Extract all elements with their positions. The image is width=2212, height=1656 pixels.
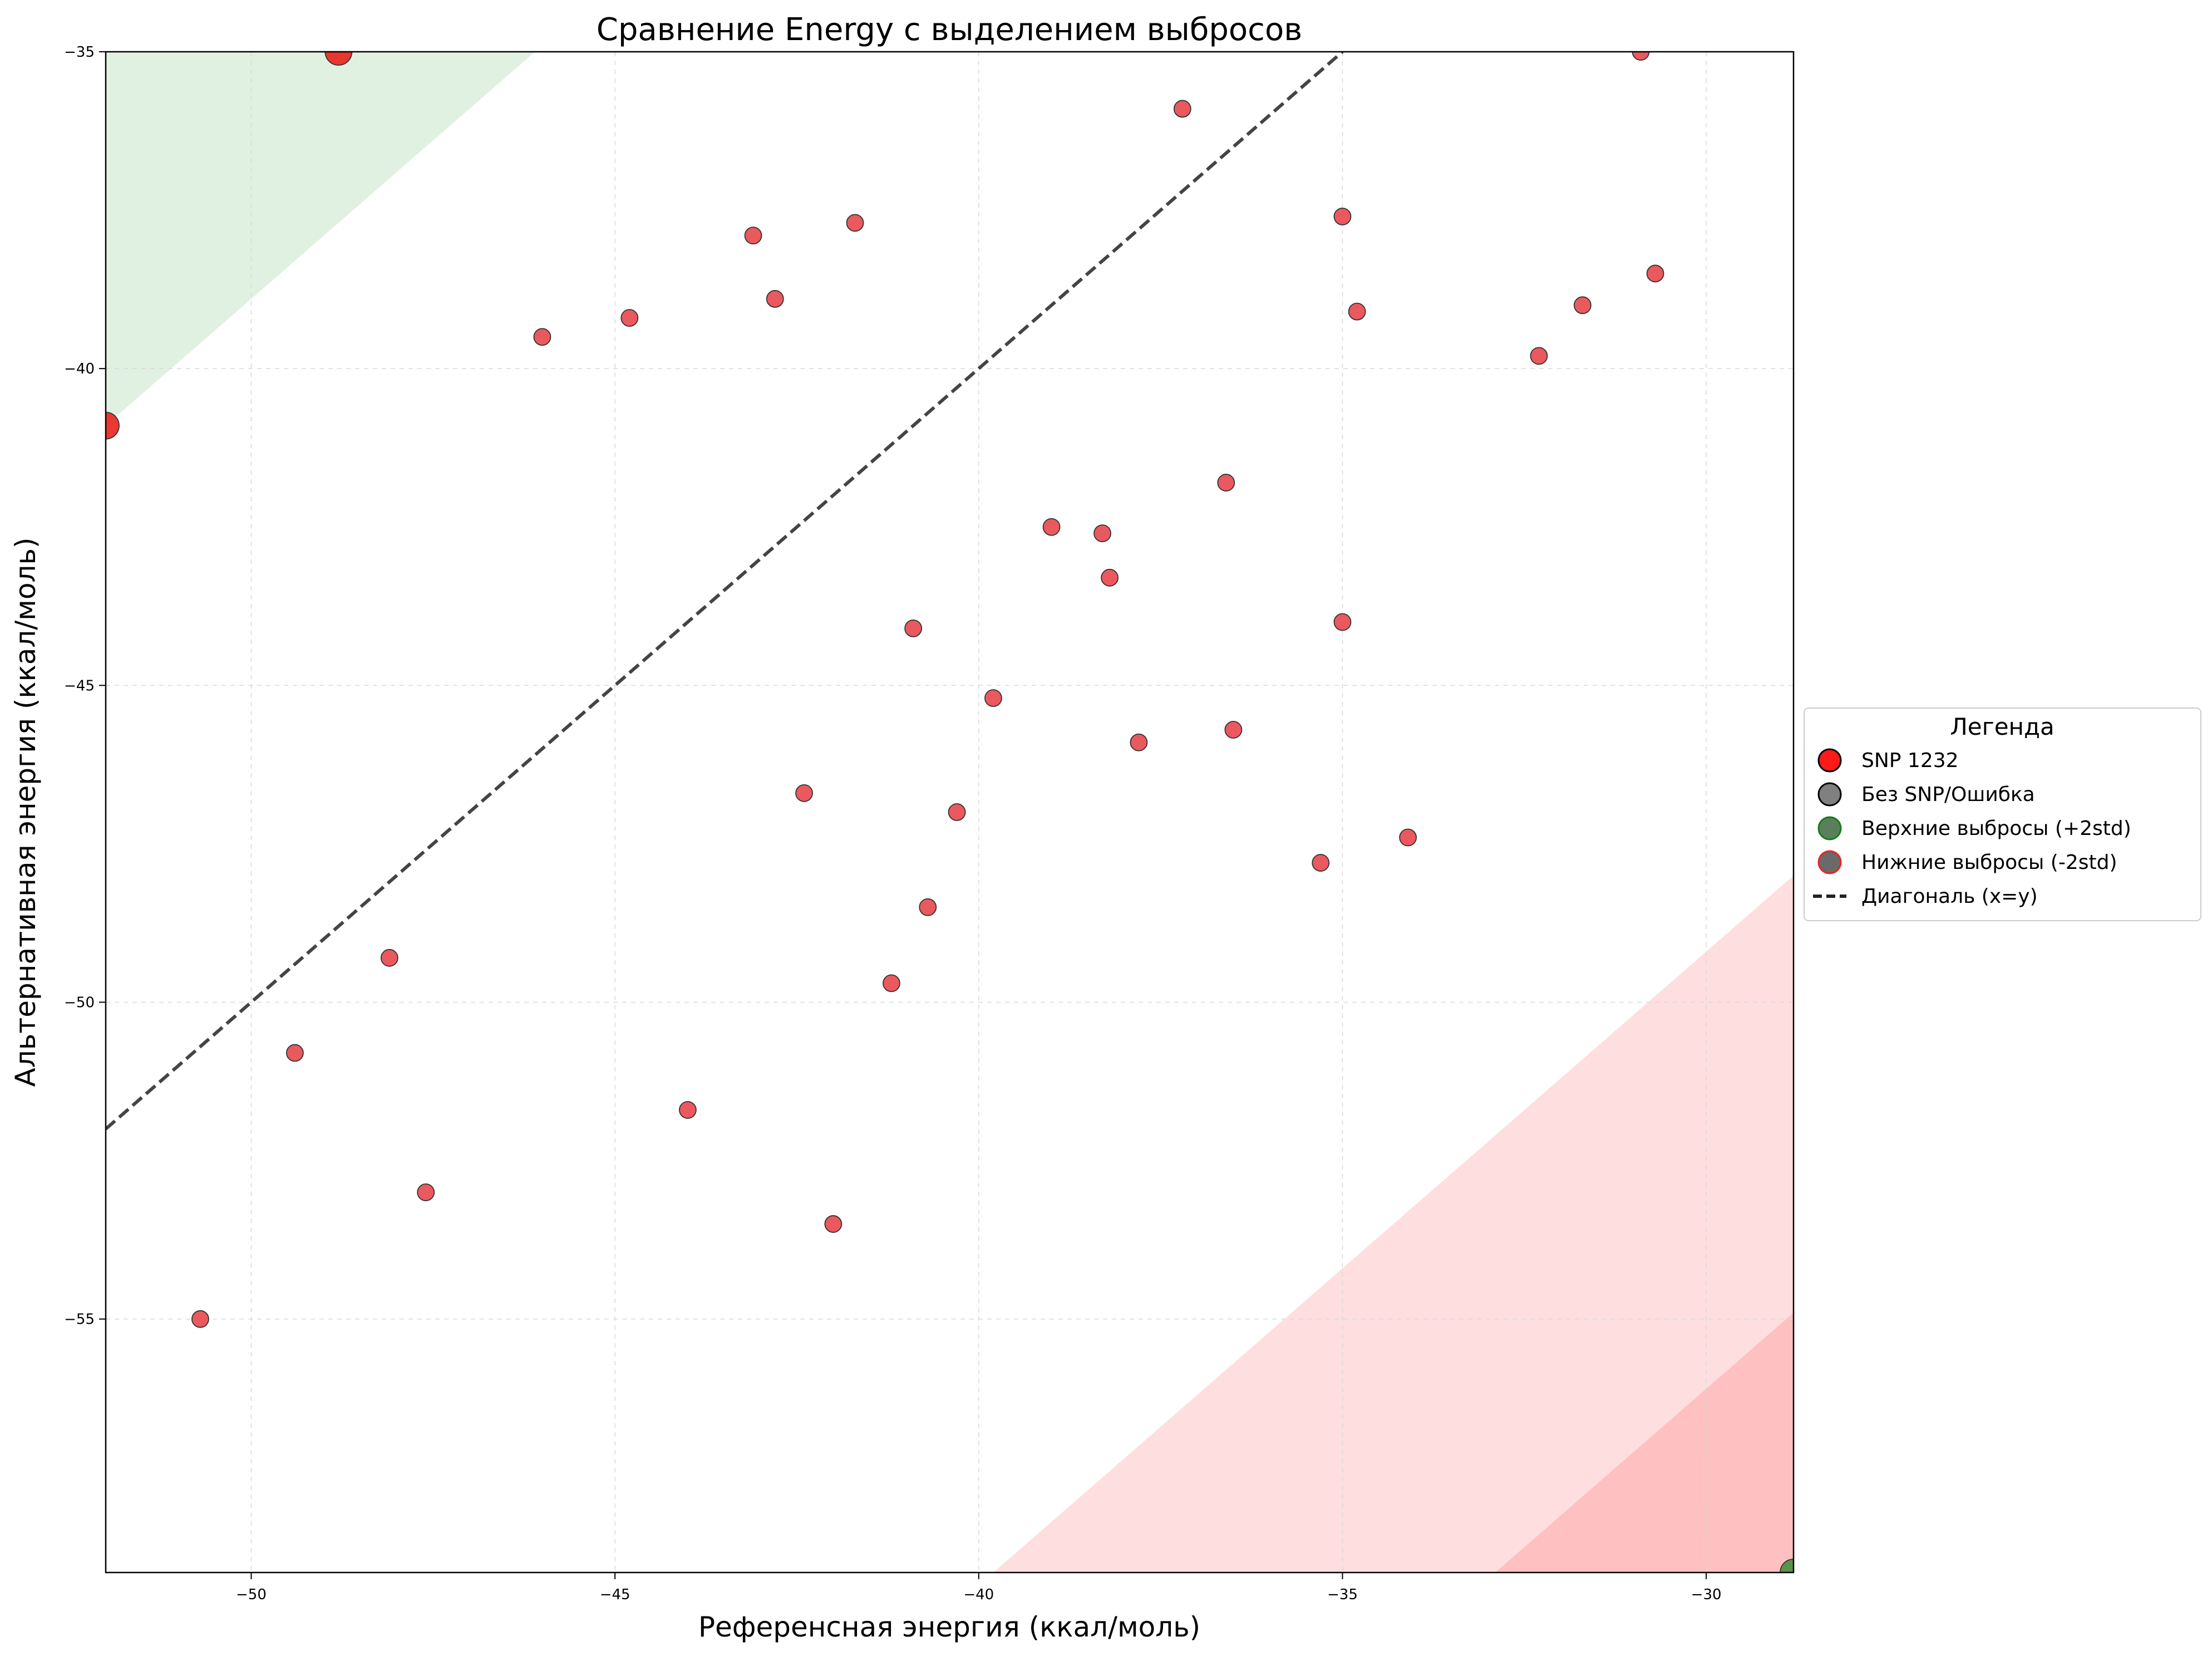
data-point xyxy=(1101,568,1119,587)
data-point xyxy=(1632,52,1650,61)
x-tick-label: −35 xyxy=(1327,1586,1358,1603)
data-point xyxy=(919,898,937,916)
data-point xyxy=(1348,302,1366,321)
data-point xyxy=(106,411,120,440)
data-point xyxy=(1312,854,1330,872)
data-point xyxy=(1573,296,1592,315)
y-tick-label: −55 xyxy=(64,1311,95,1328)
legend-marker-swatch xyxy=(1817,782,1842,807)
legend-entries: SNP 1232 Без SNP/Ошибка Верхние выбросы (+… xyxy=(1813,748,2131,908)
legend-title: Легенда xyxy=(1950,713,2055,740)
scatter-points xyxy=(106,52,1794,1573)
x-axis-title: Референсная энергия (ккал/моль) xyxy=(698,1611,1200,1643)
data-point xyxy=(984,689,1002,707)
legend-marker-swatch xyxy=(1817,748,1842,773)
data-point xyxy=(1399,828,1417,847)
y-tick-label: −50 xyxy=(64,995,95,1011)
legend-marker-swatch xyxy=(1817,850,1842,874)
plot-frame xyxy=(105,51,1795,1574)
diagonal-line xyxy=(106,52,1344,1131)
data-point xyxy=(824,1215,843,1233)
data-point xyxy=(1042,518,1061,536)
data-point xyxy=(948,803,966,821)
data-point xyxy=(191,1310,209,1328)
data-point xyxy=(533,328,551,346)
legend-box xyxy=(1804,707,2201,921)
upper-outlier-region xyxy=(106,52,535,426)
data-point xyxy=(1130,733,1148,751)
y-tick-label: −35 xyxy=(64,44,95,61)
legend-label: Верхние выбросы (+2std) xyxy=(1861,817,2131,840)
legend-label: SNP 1232 xyxy=(1861,749,1959,772)
legend-label: Нижние выбросы (-2std) xyxy=(1861,851,2117,874)
data-point xyxy=(324,52,353,66)
data-point xyxy=(678,1101,697,1119)
x-tick-label: −30 xyxy=(1691,1586,1722,1603)
data-point xyxy=(1530,347,1548,365)
data-point xyxy=(417,1183,435,1201)
legend-label: Диагональ (x=y) xyxy=(1861,885,2038,908)
data-point xyxy=(744,227,762,245)
data-point xyxy=(904,619,923,637)
data-point xyxy=(1173,100,1191,118)
data-point xyxy=(1217,474,1235,492)
data-point xyxy=(1224,721,1243,739)
chart-title: Сравнение Energy с выделением выбросов xyxy=(597,12,1303,48)
legend-label: Без SNP/Ошибка xyxy=(1861,783,2035,806)
data-point xyxy=(846,214,864,232)
data-point xyxy=(1093,524,1111,543)
data-point xyxy=(795,784,813,802)
y-tick-label: −45 xyxy=(64,677,95,694)
data-point xyxy=(1780,1559,1794,1573)
data-point xyxy=(1333,208,1352,225)
diagonal-group xyxy=(106,52,1344,1131)
lower-outlier-region xyxy=(993,875,1794,1573)
data-point xyxy=(1646,264,1664,283)
data-point xyxy=(620,309,639,327)
data-point xyxy=(883,974,900,992)
lower-extreme-region xyxy=(1495,1313,1794,1573)
data-point xyxy=(1333,613,1352,631)
data-point xyxy=(766,290,784,308)
legend: Легенда SNP 1232 Без SNP/Ошибка Верхние вы… xyxy=(1804,707,2201,921)
x-tick-label: −40 xyxy=(963,1586,994,1603)
y-axis-title: Альтернативная энергия (ккал/моль) xyxy=(9,538,42,1087)
data-point xyxy=(286,1044,304,1062)
y-tick-label: −40 xyxy=(64,361,95,377)
legend-marker-swatch xyxy=(1817,816,1842,841)
outlier-regions xyxy=(106,52,1794,1573)
grid-lines xyxy=(106,52,1794,1573)
x-tick-label: −50 xyxy=(236,1586,267,1603)
axis-ticks: −50 −45 −40 −35 −30 −55 −50 −45 −40 −35 xyxy=(64,44,1721,1603)
data-point xyxy=(380,949,398,967)
x-tick-label: −45 xyxy=(600,1586,630,1603)
